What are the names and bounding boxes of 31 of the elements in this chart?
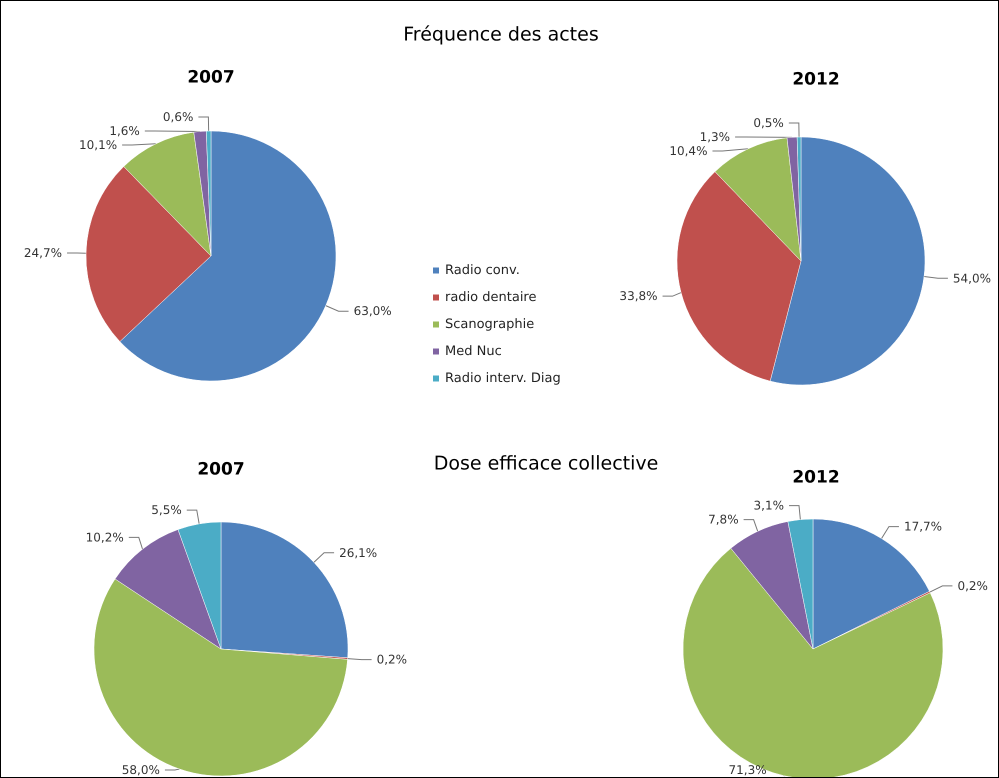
data-label: 10,4% bbox=[669, 144, 708, 158]
data-label: 0,2% bbox=[376, 652, 408, 667]
data-label: 33,8% bbox=[619, 289, 658, 304]
legend-label: Scanographie bbox=[445, 317, 534, 332]
data-label: 58,0% bbox=[122, 763, 160, 777]
data-label: 71,3% bbox=[728, 763, 767, 777]
data-label: 54,0% bbox=[952, 271, 992, 286]
data-label: 0,2% bbox=[957, 578, 988, 593]
data-label: 5,5% bbox=[151, 503, 182, 518]
chart-title: 2007 bbox=[187, 68, 235, 88]
data-label: 0,6% bbox=[162, 110, 194, 124]
text: Dose efficace collective bbox=[434, 452, 658, 474]
data-label: 7,8% bbox=[708, 512, 739, 527]
data-label: 10,2% bbox=[86, 530, 124, 544]
data-label: 3,1% bbox=[754, 498, 784, 513]
data-label: 10,1% bbox=[78, 138, 118, 152]
data-label: 24,7% bbox=[24, 246, 62, 260]
data-label: 17,7% bbox=[904, 520, 942, 534]
legend-label: Radio conv. bbox=[445, 263, 520, 278]
data-label: 1,3% bbox=[700, 130, 730, 144]
legend-label: Med Nuc bbox=[445, 344, 502, 359]
chart-title: 2012 bbox=[792, 70, 840, 90]
data-label: 63,0% bbox=[354, 304, 392, 318]
text: Fréquence des actes bbox=[403, 24, 599, 46]
data-label: 26,1% bbox=[339, 546, 378, 560]
legend-label: radio dentaire bbox=[445, 290, 536, 305]
data-label: 0,5% bbox=[753, 116, 784, 130]
legend-label: Radio interv. Diag bbox=[445, 371, 561, 386]
data-label: 1,6% bbox=[109, 124, 140, 138]
chart-title: 2007 bbox=[197, 460, 245, 480]
chart-title: 2012 bbox=[792, 468, 840, 488]
